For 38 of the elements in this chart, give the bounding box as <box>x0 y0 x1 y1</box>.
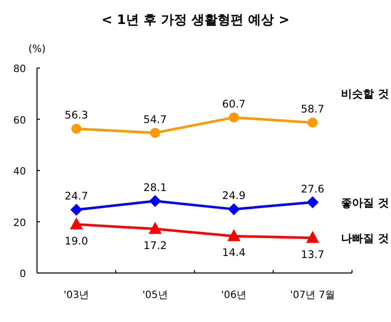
data-label: 54.7 <box>143 114 167 126</box>
point <box>227 229 240 242</box>
y-tick-label: 80 <box>13 64 26 75</box>
x-tick-label: '06년 <box>221 290 247 301</box>
y-tick-label: 0 <box>20 269 26 280</box>
y-tick-label: 20 <box>13 218 26 229</box>
data-label: 24.9 <box>222 190 246 202</box>
data-label: 13.7 <box>300 248 324 261</box>
data-label: 58.7 <box>300 104 324 116</box>
y-tick-label: 60 <box>13 115 26 126</box>
x-tick-label: '07년 7월 <box>290 290 336 301</box>
point <box>149 194 162 207</box>
data-label: 14.4 <box>222 247 246 260</box>
text: 좋아질 것 <box>341 196 389 210</box>
data-label: 24.7 <box>64 190 88 203</box>
x-tick-label: '05년 <box>142 290 168 301</box>
point <box>148 222 162 234</box>
point <box>306 196 319 208</box>
data-label: 60.7 <box>222 98 246 110</box>
y-axis-title: (%) <box>28 44 46 55</box>
text: 비슷할 것 <box>341 88 389 101</box>
y-tick-label: 40 <box>13 166 26 178</box>
point <box>228 203 240 216</box>
data-label: 19.0 <box>64 235 88 248</box>
point <box>150 128 160 138</box>
data-label: 56.3 <box>64 110 88 122</box>
text: 나빠질 것 <box>341 232 389 245</box>
point <box>308 118 318 128</box>
data-label: 17.2 <box>143 240 167 252</box>
x-tick-label: '03년 <box>64 290 90 301</box>
point <box>228 112 239 122</box>
point <box>306 230 320 243</box>
data-label: 27.6 <box>300 183 325 196</box>
chart-title: < 1년 후 가정 생활형편 예상 > <box>102 13 290 28</box>
point <box>71 124 82 134</box>
point <box>70 217 83 230</box>
data-label: 28.1 <box>143 182 167 194</box>
point <box>70 204 82 216</box>
